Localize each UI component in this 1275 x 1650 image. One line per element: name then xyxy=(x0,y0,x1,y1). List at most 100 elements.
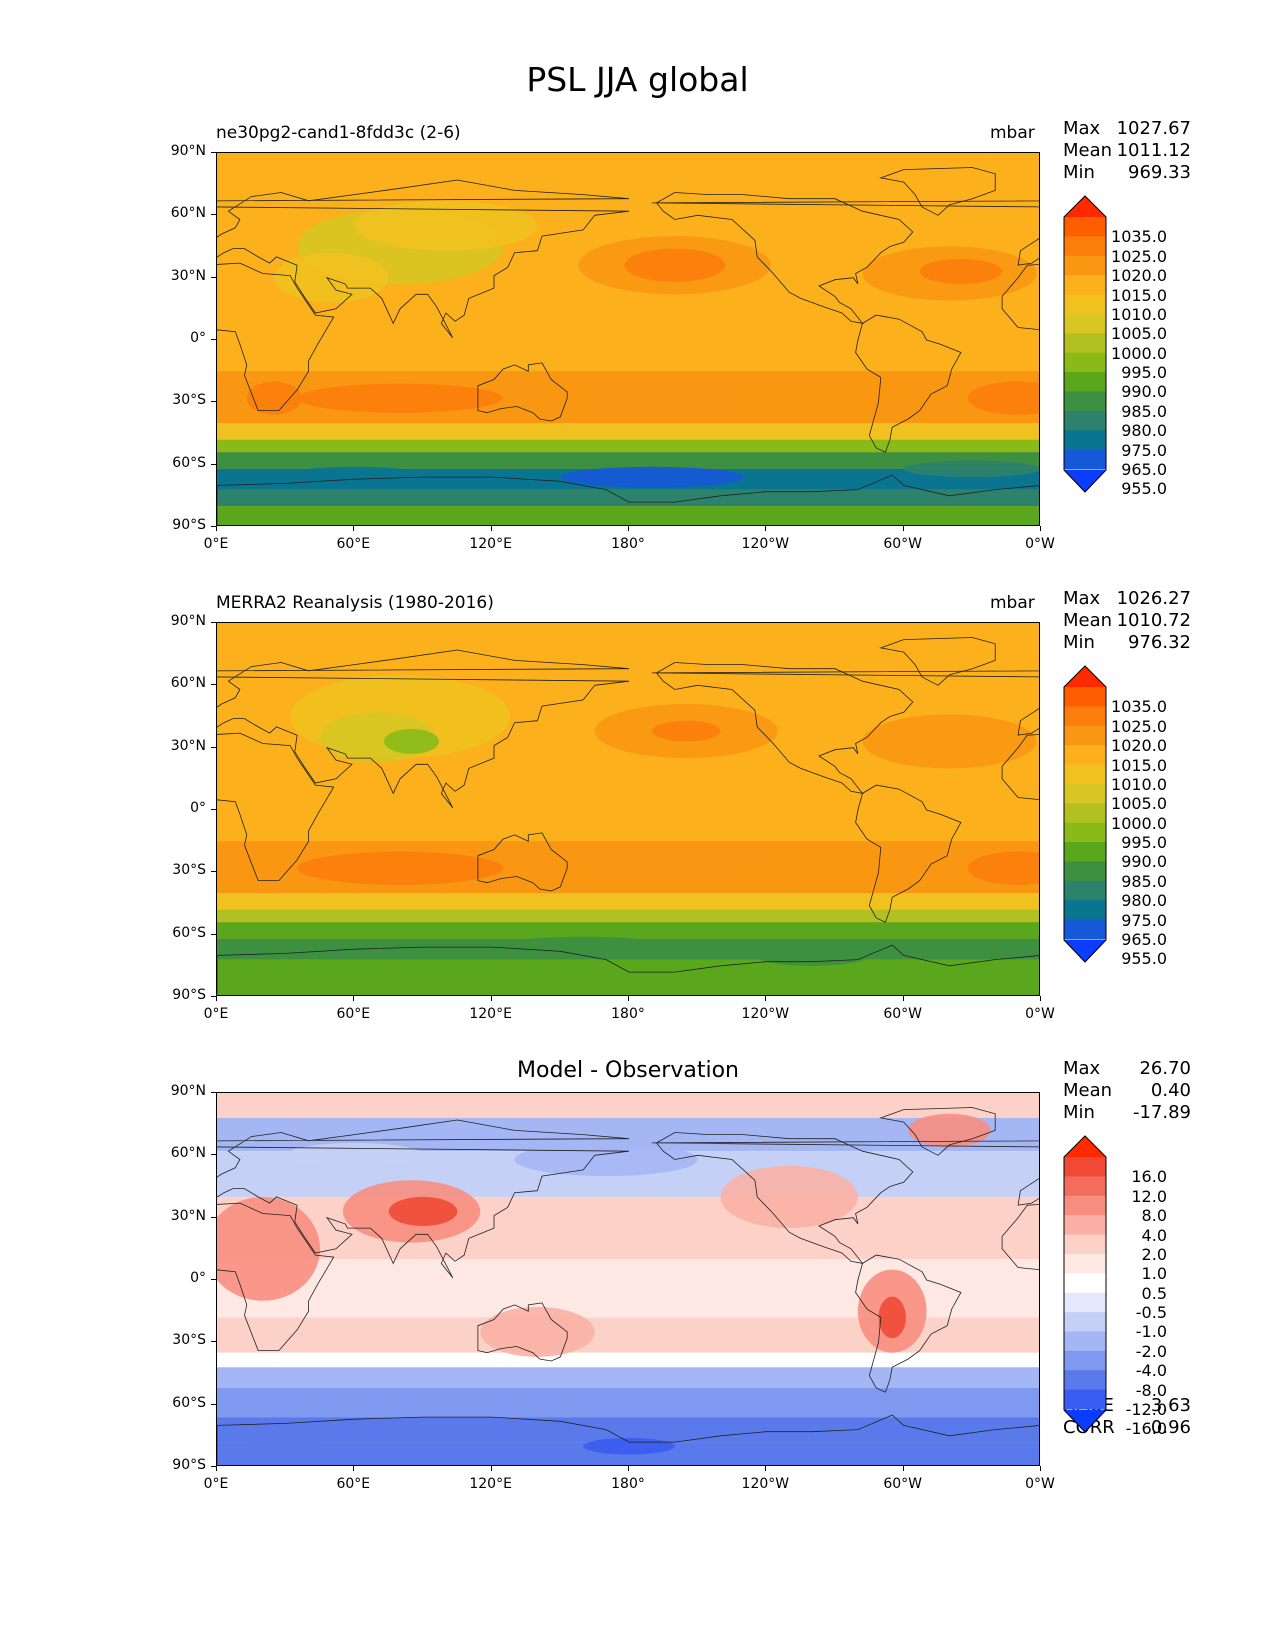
lat-tick-label: 60°N xyxy=(170,1145,206,1162)
stat-label: Min xyxy=(1063,1102,1095,1123)
coastline-eurasia xyxy=(217,1119,630,1279)
coastline-southamerica xyxy=(855,1254,962,1393)
map-obs[interactable] xyxy=(216,622,1040,996)
field-band xyxy=(217,893,1039,910)
colorbar-swatch xyxy=(1064,861,1106,882)
colorbar-label: 990.0 xyxy=(1121,852,1167,872)
colorbar-swatch xyxy=(1064,1253,1106,1274)
lon-tick-mark xyxy=(765,1466,767,1471)
coastline-australia xyxy=(477,362,568,422)
lat-tick-label: 0° xyxy=(190,800,206,816)
lon-tick-mark xyxy=(765,996,767,1001)
colorbar-label: 985.0 xyxy=(1121,871,1167,891)
lat-tick-mark xyxy=(211,871,216,873)
lon-tick-label: 0°W xyxy=(1025,1006,1055,1022)
stat-min: Min 976.32 xyxy=(1063,632,1191,654)
lon-tick-label: 60°E xyxy=(336,1006,371,1022)
panel-left-label: MERRA2 Reanalysis (1980-2016) xyxy=(216,593,494,613)
lat-tick-mark xyxy=(211,1341,216,1343)
colorbar-label: 1010.0 xyxy=(1111,774,1167,794)
field-band xyxy=(217,489,1039,507)
coastline-africa xyxy=(217,732,335,881)
coastline-northamerica xyxy=(655,192,914,324)
lon-tick-label: 0°E xyxy=(203,536,229,552)
colorbar-label: 995.0 xyxy=(1121,363,1167,383)
lon-tick-mark xyxy=(1040,1466,1041,1471)
colorbar-swatch xyxy=(1064,333,1106,354)
field-feature xyxy=(967,851,1039,885)
colorbar-swatch xyxy=(1064,1292,1106,1313)
colorbar-label: 12.0 xyxy=(1131,1186,1167,1206)
colorbar-swatch xyxy=(1064,1176,1106,1197)
stat-max: Max 1026.27 xyxy=(1063,588,1191,610)
colorbar-swatch xyxy=(1064,275,1106,296)
lon-tick-label: 60°W xyxy=(883,1006,922,1022)
stat-value: 976.32 xyxy=(1128,632,1191,653)
colorbar-label: -0.5 xyxy=(1135,1303,1167,1323)
lat-tick-mark xyxy=(211,1279,216,1280)
lon-tick-mark xyxy=(490,1466,492,1471)
coastline-africa xyxy=(217,1202,335,1351)
stat-value: 0.96 xyxy=(1150,1417,1191,1438)
lat-tick-mark xyxy=(211,401,216,403)
colorbar-label: 1020.0 xyxy=(1111,266,1167,286)
field-band xyxy=(217,768,1039,842)
coastline-antarctica xyxy=(217,1414,1039,1465)
coastline-greenland xyxy=(879,1107,996,1156)
lat-tick-mark xyxy=(211,463,216,465)
colorbar-label: 955.0 xyxy=(1121,949,1167,969)
colorbar-label: 1.0 xyxy=(1141,1264,1167,1284)
colorbar-label: -16.0 xyxy=(1125,1419,1167,1439)
lat-tick-label: 90°S xyxy=(172,517,206,533)
colorbar-label: 1000.0 xyxy=(1111,343,1167,363)
colorbar-label: 985.0 xyxy=(1121,401,1167,421)
lon-tick-mark xyxy=(1040,526,1041,531)
colorbar-swatch xyxy=(1064,919,1106,940)
colorbar-swatch xyxy=(1064,1273,1106,1294)
colorbar-swatch xyxy=(1064,255,1106,276)
panel-center-title: Model - Observation xyxy=(517,1058,739,1083)
lat-tick-label: 60°S xyxy=(172,1394,206,1411)
coastline-eurasia xyxy=(217,649,630,809)
field-feature xyxy=(480,1307,595,1357)
map-model[interactable] xyxy=(216,152,1040,526)
map-diff[interactable] xyxy=(216,1092,1040,1466)
colorbar-swatch xyxy=(1064,1331,1106,1352)
lat-tick-mark xyxy=(211,622,216,623)
field-feature xyxy=(384,728,440,754)
colorbar-swatch xyxy=(1064,313,1106,334)
field-feature xyxy=(285,466,423,484)
lon-tick-label: 180° xyxy=(611,1476,645,1492)
coastline-southamerica xyxy=(855,314,962,453)
colorbar-swatch xyxy=(1064,410,1106,431)
field-band xyxy=(217,506,1039,525)
field-band xyxy=(217,439,1039,453)
lat-tick-mark xyxy=(211,684,216,686)
lat-tick-mark xyxy=(211,1466,216,1467)
lat-tick-mark xyxy=(211,152,216,153)
colorbar-swatch xyxy=(1064,217,1106,237)
field-feature xyxy=(514,1142,698,1177)
colorbar-svg xyxy=(1063,195,1107,493)
lon-tick-label: 0°E xyxy=(203,1476,229,1492)
coastline-eurasia xyxy=(217,179,630,339)
figure-title: PSL JJA global xyxy=(526,60,749,99)
field-feature xyxy=(285,1142,423,1168)
field-feature xyxy=(651,720,721,742)
lat-tick-label: 90°N xyxy=(170,143,206,159)
field-feature xyxy=(967,381,1039,415)
lat-tick-mark xyxy=(211,526,216,527)
stat-value: 1027.67 xyxy=(1116,118,1191,139)
stat-value: -17.89 xyxy=(1132,1102,1191,1123)
stat-value: 0.40 xyxy=(1150,1080,1191,1101)
field-feature xyxy=(908,1113,991,1148)
stat-label: Max xyxy=(1063,118,1101,139)
colorbar-svg xyxy=(1063,1135,1107,1433)
field-feature xyxy=(624,248,726,282)
lon-tick-label: 120°E xyxy=(469,1006,512,1022)
lat-tick-mark xyxy=(211,1092,216,1093)
stat-label: Mean xyxy=(1063,610,1113,631)
field-feature xyxy=(720,1165,858,1229)
stat-label: Min xyxy=(1063,632,1095,653)
lat-tick-label: 90°S xyxy=(172,987,206,1003)
